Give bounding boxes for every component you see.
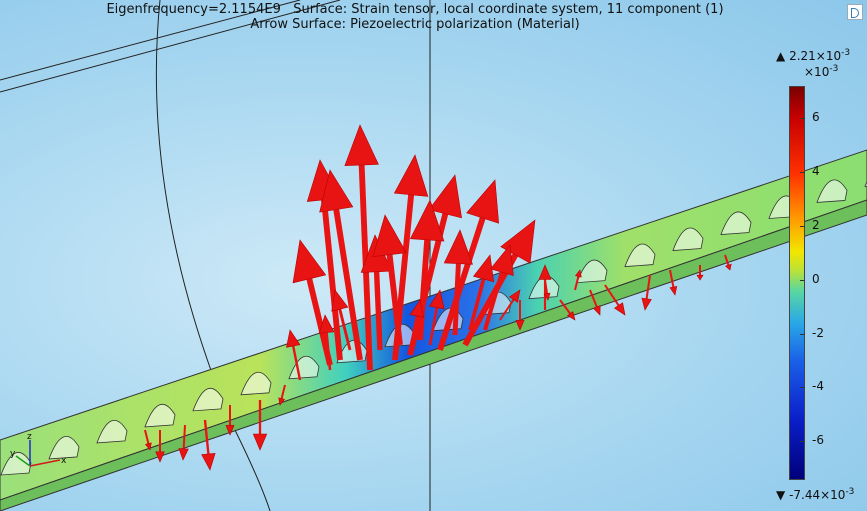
polarization-arrow <box>543 279 551 301</box>
beam-cell-opening <box>0 452 32 476</box>
colorbar-tick-label: -4 <box>812 379 824 394</box>
window-logo-icon <box>847 4 863 20</box>
polarization-arrow <box>331 289 352 351</box>
beam-cell-opening <box>672 227 704 251</box>
polarization-arrow <box>408 299 424 351</box>
polarization-arrow <box>574 269 582 291</box>
beam-cell-opening <box>720 211 752 235</box>
colorbar-tick <box>800 387 805 389</box>
beam-front-face <box>0 199 867 511</box>
polarization-arrow <box>443 229 473 336</box>
colorbar-tick-label: 4 <box>812 164 820 179</box>
polarization-arrow <box>178 424 189 461</box>
polarization-arrow <box>372 214 407 346</box>
polarization-arrow <box>499 289 521 321</box>
colorbar-tick-label: 6 <box>812 110 820 125</box>
polarization-arrow <box>696 265 704 281</box>
colorbar-tick <box>800 118 805 120</box>
max-marker-icon: ▲ <box>776 49 786 63</box>
polarization-arrow <box>292 239 333 366</box>
colorbar-min-label: -7.44×10 <box>789 488 846 502</box>
triad-z-label: z <box>27 432 32 442</box>
polarization-arrow <box>437 179 500 351</box>
beam-cell-opening <box>288 355 320 380</box>
polarization-arrow <box>515 300 525 331</box>
polarization-arrow <box>286 329 302 381</box>
polarization-arrow <box>641 274 652 311</box>
polarization-arrow <box>201 419 216 471</box>
polarization-arrow <box>669 269 678 296</box>
polarization-arrow <box>278 384 286 406</box>
min-marker-icon: ▼ <box>776 488 786 502</box>
plot-header: Eigenfrequency=2.1154E9 Surface: Strain … <box>0 2 830 32</box>
colorbar-tick <box>800 225 805 227</box>
geometry-edge-diagonal-2 <box>0 0 341 93</box>
polarization-arrow <box>559 299 576 321</box>
colorbar-tick-label: 2 <box>812 217 820 232</box>
colorbar-max-label: 2.21×10 <box>789 49 842 63</box>
polarization-arrow <box>252 400 268 451</box>
beam-cell-opening <box>240 371 272 396</box>
triad-y-label: y <box>10 449 16 459</box>
colorbar-scale-label: ×10 <box>804 65 830 79</box>
triad-x-label: x <box>61 456 67 466</box>
colorbar-min: ▼ -7.44×10-3 <box>776 487 855 502</box>
polarization-arrow <box>409 199 445 341</box>
polarization-arrow <box>604 284 626 316</box>
polarization-arrow <box>428 289 445 346</box>
geometry-edge-diagonal-1 <box>0 0 301 81</box>
colorbar-tick <box>800 279 805 281</box>
polarization-arrow <box>589 289 601 316</box>
geometry-edge-curve <box>155 0 271 511</box>
polarization-arrow <box>144 429 152 451</box>
colorbar-tick <box>800 333 805 335</box>
polarization-arrow <box>225 405 235 436</box>
beam-cell-opening <box>48 436 80 460</box>
beam-cell-opening <box>192 387 224 412</box>
beam-cell-opening <box>624 243 656 268</box>
axis-triad: z y x <box>10 432 67 467</box>
plot-title-line2: Arrow Surface: Piezoelectric polarizatio… <box>250 17 580 32</box>
polarization-arrow <box>468 254 495 331</box>
polarization-arrow <box>724 254 732 271</box>
colorbar-tick-label: 0 <box>812 271 820 286</box>
polarization-arrow <box>318 314 335 371</box>
polarization-arrow <box>319 169 363 361</box>
colorbar-tick-label: -6 <box>812 433 824 448</box>
colorbar-tick <box>800 441 805 443</box>
colorbar-scale: ×10-3 <box>804 64 839 79</box>
colorbar-max: ▲ 2.21×10-3 <box>776 48 851 63</box>
colorbar-tick-label: -2 <box>812 325 824 340</box>
beam-cell-opening <box>96 420 128 444</box>
colorbar-tick <box>800 172 805 174</box>
polarization-arrow <box>155 430 165 463</box>
polarization-arrows <box>144 124 732 471</box>
polarization-arrow <box>483 244 514 331</box>
beam-cell-opening <box>816 179 848 203</box>
colorbar <box>789 86 805 480</box>
plot-title-line1: Eigenfrequency=2.1154E9 Surface: Strain … <box>106 2 724 17</box>
beam-cell-opening <box>144 403 176 428</box>
